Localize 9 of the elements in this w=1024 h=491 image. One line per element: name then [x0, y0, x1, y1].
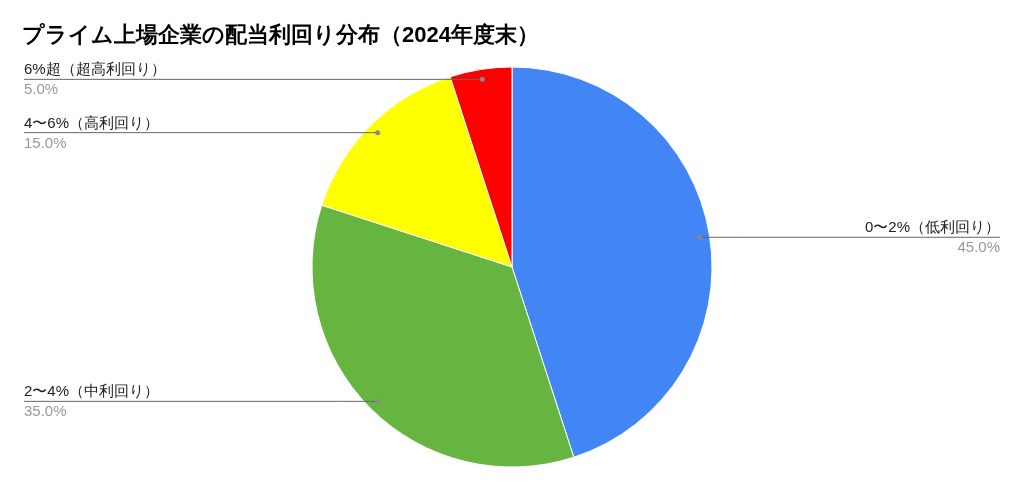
slice-label: 6%超（超高利回り） [24, 60, 166, 78]
slice-label: 4〜6%（高利回り） [24, 113, 160, 131]
data-label: 35.0% [24, 402, 67, 420]
slice-label: 0〜2%（低利回り） [864, 218, 1000, 236]
slice-label: 2〜4%（中利回り） [24, 382, 160, 400]
data-label: 15.0% [24, 133, 67, 151]
data-label: 45.0% [957, 238, 1000, 256]
chart-title: プライム上場企業の配当利回り分布（2024年度末） [22, 22, 539, 47]
data-label: 5.0% [24, 80, 59, 98]
